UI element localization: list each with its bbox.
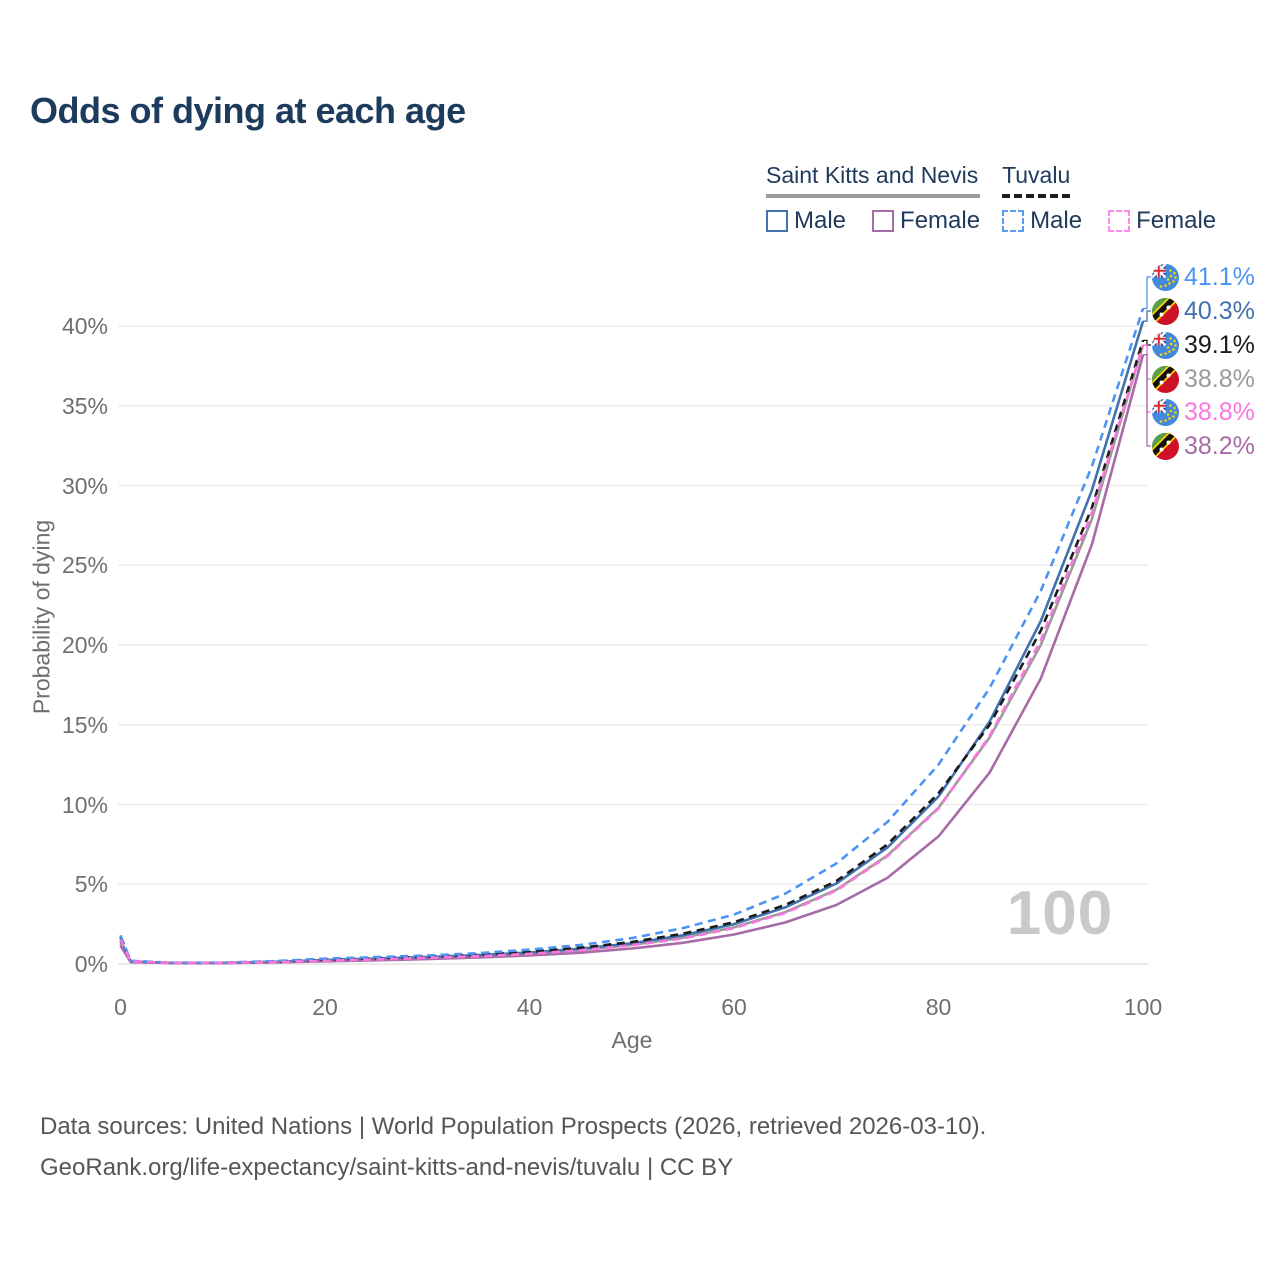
end-value-saint-kitts-and-nevis: 40.3% [1152,297,1255,325]
y-tick-label-20: 20% [61,632,108,658]
y-tick-label-15: 15% [61,711,108,738]
legend-swatch-solid-male [766,210,788,232]
y-tick-label-40: 40% [61,313,108,339]
x-tick-label-20: 20 [312,994,338,1020]
legend-swatch-dashed-male [1002,210,1025,232]
label-connector [1143,339,1151,346]
legend-swatch-solid-female [872,210,895,232]
end-value-tuvalu: 41.1% [1152,263,1255,291]
end-value-tuvalu: 39.1% [1152,331,1255,359]
x-tick-label-80: 80 [925,994,952,1020]
y-tick-label-10: 10% [61,791,108,818]
legend-item-label: Female [900,207,981,234]
end-value-text: 38.8% [1184,365,1255,393]
legend-item-tuvalu-female[interactable]: Female [1108,207,1216,235]
x-tick-label-60: 60 [721,994,747,1020]
saint-kitts-and-nevis-flag-icon [1152,432,1179,460]
series-line-saint-kitts-and-nevis-male [119,320,1145,965]
age-watermark: 100 [1006,879,1114,948]
y-tick-label-35: 35% [61,392,108,419]
series-line-tuvalu-combined [119,340,1145,965]
end-value-text: 38.8% [1184,398,1255,426]
saint-kitts-and-nevis-flag-icon [1152,365,1179,393]
end-value-text: 38.2% [1184,432,1255,460]
y-tick-label-0: 0% [74,951,108,977]
legend-item-skn-female[interactable]: Female [872,207,980,235]
legend-item-label: Male [1030,207,1083,234]
data-sources-text: Data sources: United Nations | World Pop… [40,1113,987,1140]
legend-item-tuvalu-male[interactable]: Male [1002,207,1082,235]
legend-group-saint-kitts-and-nevis: Saint Kitts and Nevis Male Female [766,162,981,235]
legend-item-label: Female [1136,207,1217,234]
tuvalu-flag-icon [1152,263,1179,291]
series-line-tuvalu-female [119,344,1145,965]
end-value-text: 40.3% [1184,297,1255,325]
end-value-saint-kitts-and-nevis: 38.2% [1152,432,1255,460]
label-connector [1143,276,1151,310]
legend: Saint Kitts and Nevis Male Female Tuvalu [766,162,1216,235]
page-title: Odds of dying at each age [30,90,466,131]
legend-item-skn-male[interactable]: Male [766,207,846,235]
label-connector [1143,310,1151,322]
legend-swatch-dashed-female [1108,210,1131,232]
x-axis-title: Age [611,1027,653,1053]
series-line-tuvalu-male [119,308,1145,964]
end-value-tuvalu: 38.8% [1152,398,1255,426]
y-tick-label-25: 25% [61,552,108,579]
end-value-text: 41.1% [1184,263,1255,291]
legend-item-label: Male [794,207,847,234]
footer: Data sources: United Nations | World Pop… [40,1106,986,1188]
y-tick-label-5: 5% [74,871,108,898]
legend-country-saint-kitts-and-nevis[interactable]: Saint Kitts and Nevis [766,162,981,198]
saint-kitts-and-nevis-flag-icon [1152,297,1179,325]
end-value-saint-kitts-and-nevis: 38.8% [1152,365,1255,393]
source-url-text: GeoRank.org/life-expectancy/saint-kitts-… [40,1154,734,1181]
series-line-saint-kitts-and-nevis-combined [119,344,1145,965]
legend-country-tuvalu[interactable]: Tuvalu [1002,162,1071,198]
tuvalu-flag-icon [1152,331,1179,359]
end-value-text: 39.1% [1184,331,1255,359]
y-tick-label-30: 30% [61,472,108,499]
tuvalu-flag-icon [1152,398,1179,426]
x-tick-label-0: 0 [114,994,127,1020]
x-tick-label-100: 100 [1123,994,1163,1020]
series-line-saint-kitts-and-nevis-female [119,354,1145,965]
x-tick-label-40: 40 [516,994,543,1020]
legend-group-tuvalu: Tuvalu Male Female [1002,162,1216,235]
label-connector [1143,354,1151,447]
